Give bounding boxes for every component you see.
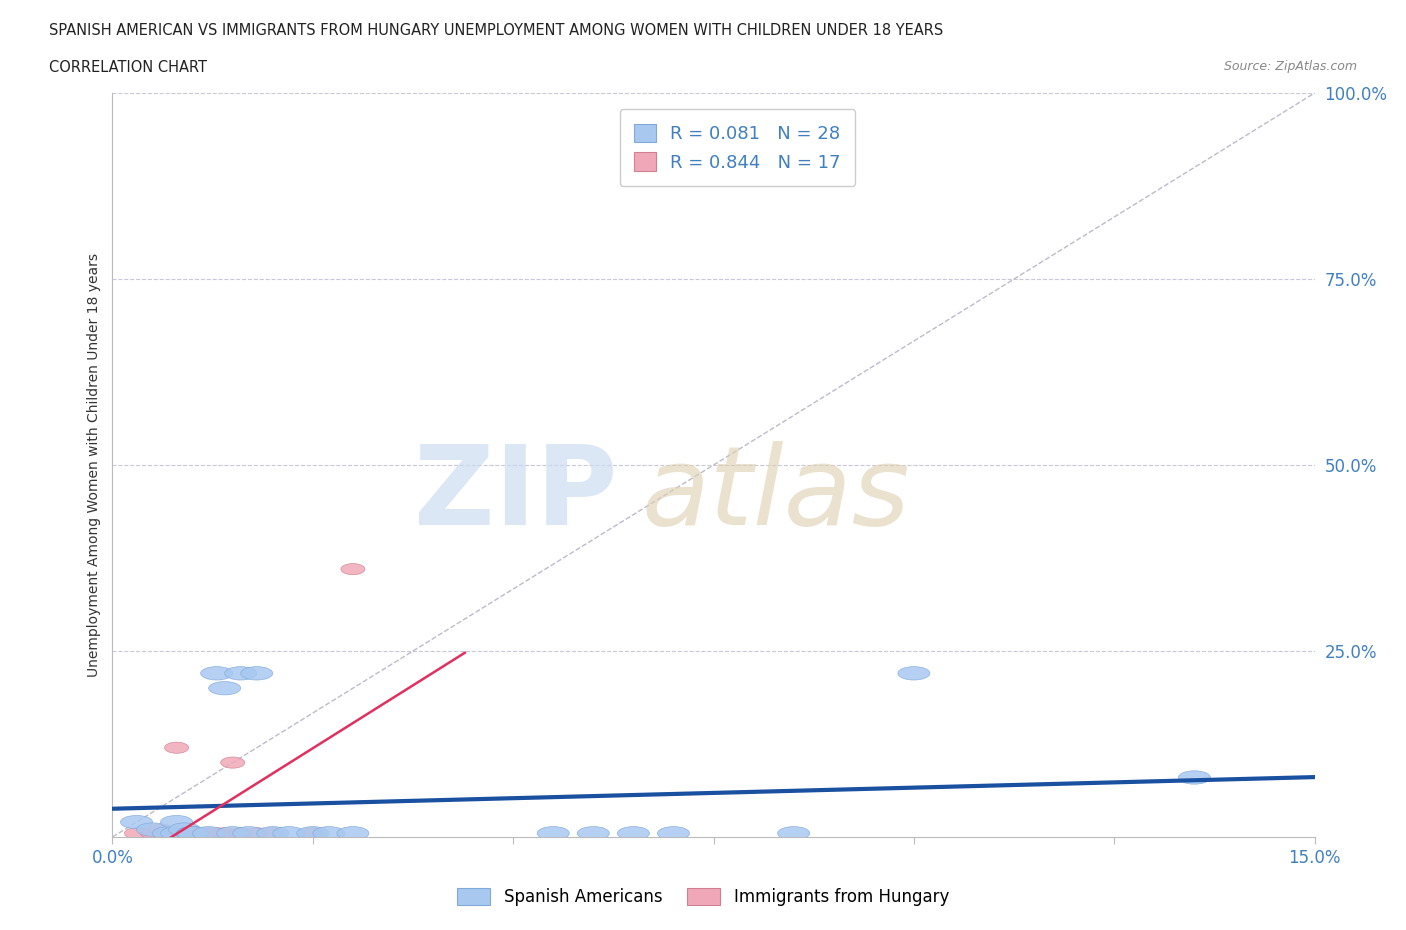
Ellipse shape (778, 827, 810, 840)
Ellipse shape (160, 816, 193, 829)
Ellipse shape (125, 828, 149, 839)
Ellipse shape (201, 667, 233, 680)
Ellipse shape (245, 828, 269, 839)
Ellipse shape (193, 827, 225, 840)
Text: SPANISH AMERICAN VS IMMIGRANTS FROM HUNGARY UNEMPLOYMENT AMONG WOMEN WITH CHILDR: SPANISH AMERICAN VS IMMIGRANTS FROM HUNG… (49, 23, 943, 38)
Ellipse shape (205, 828, 229, 839)
Text: Source: ZipAtlas.com: Source: ZipAtlas.com (1223, 60, 1357, 73)
Ellipse shape (297, 827, 329, 840)
Ellipse shape (578, 827, 609, 840)
Ellipse shape (260, 828, 285, 839)
Ellipse shape (177, 827, 208, 840)
Ellipse shape (180, 828, 205, 839)
Ellipse shape (149, 824, 173, 835)
Ellipse shape (208, 682, 240, 695)
Ellipse shape (197, 828, 221, 839)
Ellipse shape (225, 667, 257, 680)
Ellipse shape (240, 667, 273, 680)
Ellipse shape (221, 757, 245, 768)
Ellipse shape (233, 827, 264, 840)
Ellipse shape (153, 827, 184, 840)
Ellipse shape (156, 828, 180, 839)
Ellipse shape (173, 828, 197, 839)
Text: atlas: atlas (641, 441, 910, 549)
Ellipse shape (340, 564, 366, 575)
Ellipse shape (658, 827, 689, 840)
Ellipse shape (136, 823, 169, 836)
Ellipse shape (160, 827, 193, 840)
Text: CORRELATION CHART: CORRELATION CHART (49, 60, 207, 75)
Ellipse shape (337, 827, 368, 840)
Ellipse shape (177, 827, 208, 840)
Ellipse shape (537, 827, 569, 840)
Ellipse shape (188, 828, 212, 839)
Ellipse shape (314, 827, 344, 840)
Ellipse shape (169, 823, 201, 836)
Y-axis label: Unemployment Among Women with Children Under 18 years: Unemployment Among Women with Children U… (87, 253, 101, 677)
Ellipse shape (257, 827, 288, 840)
Ellipse shape (617, 827, 650, 840)
Legend: Spanish Americans, Immigrants from Hungary: Spanish Americans, Immigrants from Hunga… (450, 881, 956, 912)
Ellipse shape (141, 828, 165, 839)
Legend: R = 0.081   N = 28, R = 0.844   N = 17: R = 0.081 N = 28, R = 0.844 N = 17 (620, 110, 855, 186)
Ellipse shape (212, 828, 236, 839)
Ellipse shape (217, 827, 249, 840)
Ellipse shape (898, 667, 929, 680)
Ellipse shape (121, 816, 153, 829)
Ellipse shape (229, 828, 253, 839)
Ellipse shape (301, 828, 325, 839)
Ellipse shape (1178, 771, 1211, 784)
Ellipse shape (165, 742, 188, 753)
Ellipse shape (177, 827, 208, 840)
Text: ZIP: ZIP (413, 441, 617, 549)
Ellipse shape (273, 827, 305, 840)
